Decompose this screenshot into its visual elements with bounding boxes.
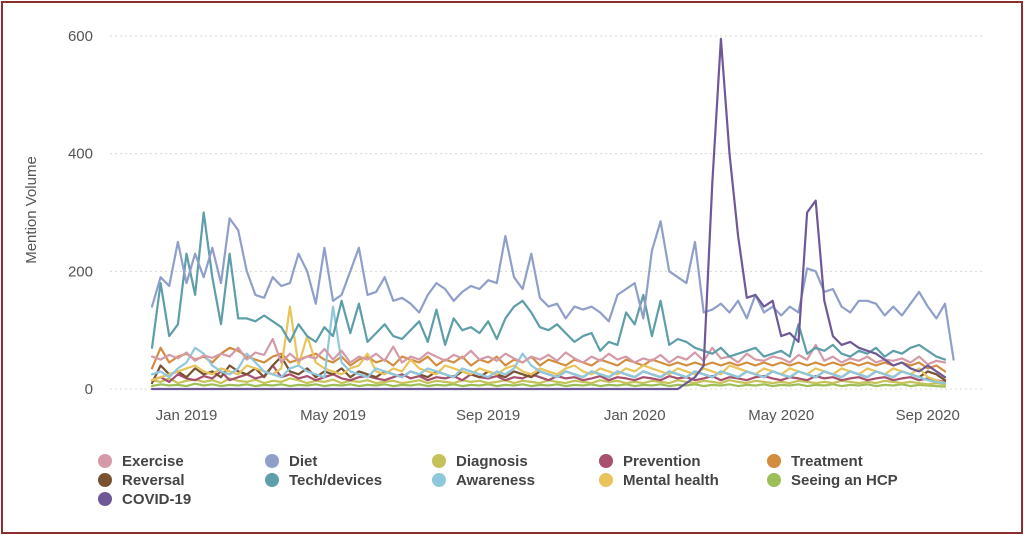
series-line-covid-19 — [150, 37, 947, 391]
x-tick-label: Jan 2019 — [156, 407, 218, 424]
series-line-tech-devices — [150, 211, 947, 361]
legend-swatch-awareness — [432, 473, 446, 487]
legend: Exercise Diet Diagnosis Prevention Treatment… — [98, 453, 898, 508]
x-tick-label: May 2019 — [300, 407, 366, 424]
y-axis-ticks: 0 200 400 600 — [68, 28, 93, 398]
legend-label-covid-19: COVID-19 — [122, 491, 191, 508]
legend-swatch-exercise — [98, 454, 112, 468]
legend-label-tech-devices: Tech/devices — [289, 472, 382, 489]
y-tick-label: 600 — [68, 28, 93, 45]
legend-label-treatment: Treatment — [791, 453, 863, 470]
x-tick-label: Sep 2019 — [456, 407, 520, 424]
x-tick-label: May 2020 — [748, 407, 814, 424]
x-tick-label: Sep 2020 — [896, 407, 960, 424]
y-tick-label: 200 — [68, 263, 93, 280]
legend-swatch-treatment — [767, 454, 781, 468]
legend-swatch-covid-19 — [98, 492, 112, 506]
legend-label-reversal: Reversal — [122, 472, 185, 489]
legend-swatch-reversal — [98, 473, 112, 487]
series-line-treatment — [150, 346, 947, 373]
legend-swatch-diagnosis — [432, 454, 446, 468]
y-tick-label: 0 — [85, 381, 93, 398]
series-line-mental-health — [150, 305, 947, 385]
legend-swatch-seeing-an-hcp — [767, 473, 781, 487]
y-axis-title: Mention Volume — [23, 156, 40, 264]
grid — [110, 35, 985, 390]
series-line-seeing-an-hcp — [150, 382, 947, 388]
legend-label-awareness: Awareness — [456, 472, 535, 489]
series-line-awareness — [150, 305, 947, 385]
legend-label-mental-health: Mental health — [623, 472, 719, 489]
legend-swatch-prevention — [599, 454, 613, 468]
legend-label-prevention: Prevention — [623, 453, 701, 470]
legend-label-diet: Diet — [289, 453, 317, 470]
legend-swatch-mental-health — [599, 473, 613, 487]
series-lines — [150, 37, 955, 391]
x-axis-ticks: Jan 2019 May 2019 Sep 2019 Jan 2020 May 2020… — [156, 407, 960, 424]
legend-label-exercise: Exercise — [122, 453, 184, 470]
x-tick-label: Jan 2020 — [604, 407, 666, 424]
legend-swatch-tech-devices — [265, 473, 279, 487]
legend-label-seeing-an-hcp: Seeing an HCP — [791, 472, 898, 489]
legend-label-diagnosis: Diagnosis — [456, 453, 528, 470]
series-line-diet — [150, 217, 955, 361]
series-line-prevention — [150, 364, 947, 383]
legend-swatch-diet — [265, 454, 279, 468]
y-tick-label: 400 — [68, 146, 93, 163]
